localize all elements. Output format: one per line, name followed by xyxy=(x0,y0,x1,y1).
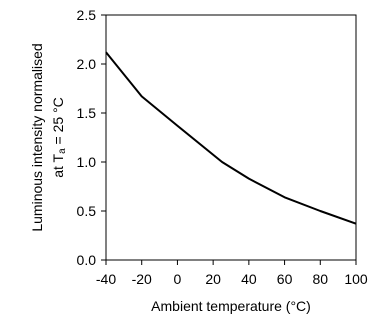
y-tick-label: 1.0 xyxy=(77,154,97,170)
x-tick-label: -40 xyxy=(96,271,116,287)
series-layer xyxy=(105,51,357,225)
y-tick-label: 0.5 xyxy=(77,203,97,219)
y-axis-title-line2: at Ta = 25 °C xyxy=(50,97,68,178)
y-tick-label: 1.5 xyxy=(77,105,97,121)
y-axis-title-prefix: at T xyxy=(50,153,66,177)
y-axis-ticks: 0.0 0.5 1.0 1.5 2.0 2.5 xyxy=(77,7,106,268)
series-line xyxy=(105,51,357,225)
x-tick-label: 0 xyxy=(174,271,182,287)
y-axis-title-line1: Luminous intensity normalised xyxy=(29,43,45,231)
x-tick-label: 60 xyxy=(277,271,293,287)
y-axis-title: Luminous intensity normalised at Ta = 25… xyxy=(29,43,68,231)
y-tick-label: 2.0 xyxy=(77,56,97,72)
y-axis-title-subscript: a xyxy=(57,148,68,154)
y-axis-title-suffix: = 25 °C xyxy=(50,97,66,148)
x-tick-label: 100 xyxy=(344,271,368,287)
y-tick-label: 0.0 xyxy=(77,252,97,268)
x-axis-title: Ambient temperature (°C) xyxy=(151,298,311,314)
x-tick-label: 20 xyxy=(205,271,221,287)
y-tick-label: 2.5 xyxy=(77,7,97,23)
plot-frame xyxy=(105,14,357,261)
x-tick-label: 80 xyxy=(312,271,328,287)
x-axis-ticks: -40 -20 0 20 40 60 80 100 xyxy=(96,260,368,287)
x-tick-label: -20 xyxy=(132,271,152,287)
x-tick-label: 40 xyxy=(241,271,257,287)
